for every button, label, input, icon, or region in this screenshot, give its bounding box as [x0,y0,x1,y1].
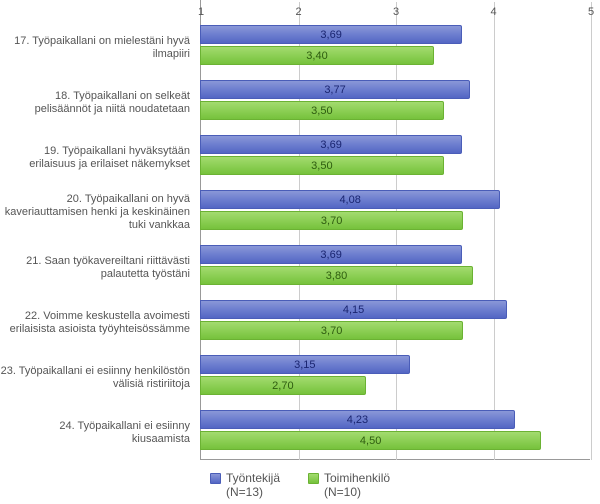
bar-a: 3,77 [200,80,470,99]
bar-b: 3,50 [200,101,444,120]
question-label: 24. Työpaikallani ei esiinny kiusaamista [0,405,195,460]
bar-group: 3,152,70 [200,350,590,405]
survey-bar-chart: 1 2 3 4 5 17. Työpaikallani on mielestäni hy… [0,0,600,504]
question-label: 19. Työpaikallani hyväksytään erilaisuus… [0,130,195,185]
bar-a: 3,69 [200,135,462,154]
bar-b: 3,70 [200,321,463,340]
bar-value: 3,50 [311,105,332,117]
bar-b: 3,50 [200,156,444,175]
bar-group: 3,69 3,80 [200,240,590,295]
bar-a: 3,69 [200,25,462,44]
legend-n: (N=13) [226,485,263,499]
bar-group: 4,23 4,50 [200,405,590,460]
bar-value: 3,70 [321,325,342,337]
bar-a: 4,23 [200,410,515,429]
legend-label: Toimihenkilö [324,471,390,485]
question-label: 20. Työpaikallani on hyvä kaveriauttamis… [0,185,195,240]
bar-value: 3,15 [294,359,315,371]
bar-value: 2,70 [272,380,293,392]
bar-value: 3,80 [326,270,347,282]
square-icon [308,473,319,484]
axis-tick-label: 2 [295,6,301,18]
axis-tick-label: 4 [490,6,496,18]
bar-value: 3,50 [311,160,332,172]
legend-item-officer: Toimihenkilö (N=10) [308,471,390,499]
bar-group: 4,08 3,70 [200,185,590,240]
bar-group: 3,77 3,50 [200,75,590,130]
axis-tick-label: 3 [393,6,399,18]
legend: Työntekijä (N=13) Toimihenkilö (N=10) [0,471,600,499]
bar-value: 4,15 [343,304,364,316]
bar-b: 2,70 [200,376,366,395]
question-label: 23. Työpaikallani ei esiinny henkilöstön… [0,350,195,405]
legend-item-employee: Työntekijä (N=13) [210,471,280,499]
bar-value: 3,40 [306,50,327,62]
bar-a: 4,15 [200,300,507,319]
question-labels: 17. Työpaikallani on mielestäni hyvä ilm… [0,20,195,460]
bar-value: 3,70 [321,215,342,227]
bar-a: 3,15 [200,355,410,374]
legend-label: Työntekijä [226,471,280,485]
bar-value: 4,23 [347,414,368,426]
bar-b: 3,80 [200,266,473,285]
question-label: 17. Työpaikallani on mielestäni hyvä ilm… [0,20,195,75]
bar-a: 3,69 [200,245,462,264]
question-label: 21. Saan työkavereiltani riittävästi pal… [0,240,195,295]
bar-group: 3,69 3,40 [200,20,590,75]
axis-tick-label: 1 [198,6,204,18]
axis-tick-label: 5 [588,6,594,18]
legend-n: (N=10) [324,485,361,499]
question-label: 18. Työpaikallani on selkeät pelisäännöt… [0,75,195,130]
bar-value: 3,69 [320,249,341,261]
bar-value: 3,69 [320,29,341,41]
bar-group: 4,153,70 [200,295,590,350]
bar-value: 3,77 [324,84,345,96]
bar-group: 3,69 3,50 [200,130,590,185]
bar-value: 4,08 [339,194,360,206]
bar-value: 4,50 [360,435,381,447]
bar-b: 3,70 [200,211,463,230]
bar-b: 4,50 [200,431,541,450]
square-icon [210,473,221,484]
question-label: 22. Voimme keskustella avoimesti erilais… [0,295,195,350]
bars: 3,69 3,40 3,77 3,50 3,69 3,50 4,08 3,70 3,69 3,80… [200,20,590,460]
bar-value: 3,69 [320,139,341,151]
bar-b: 3,40 [200,46,434,65]
bar-a: 4,08 [200,190,500,209]
gridline [591,2,592,460]
